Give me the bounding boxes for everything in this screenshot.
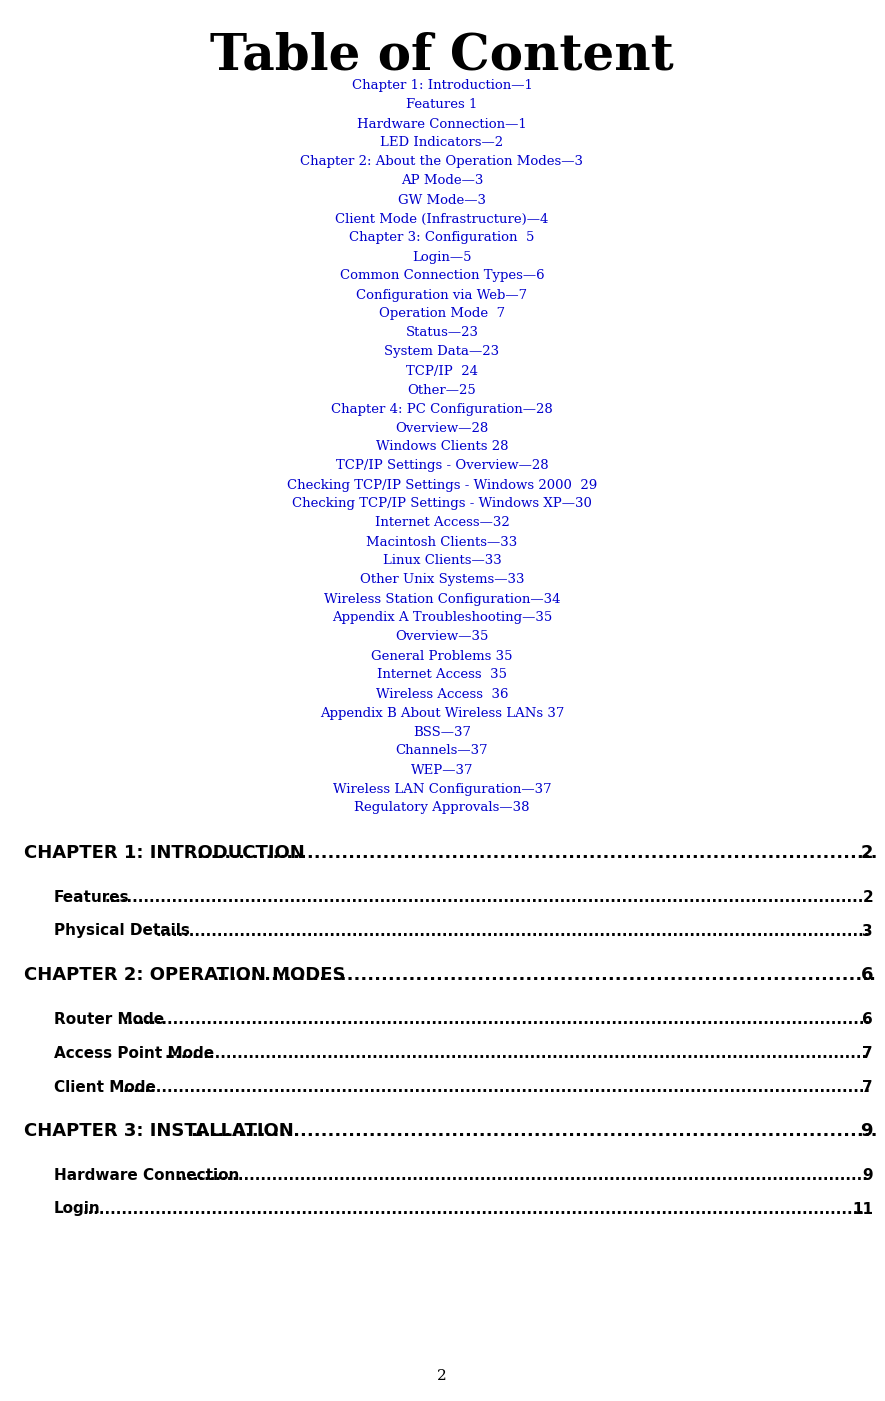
- Text: 7: 7: [862, 1080, 873, 1094]
- Text: TCP/IP Settings - Overview—28: TCP/IP Settings - Overview—28: [335, 460, 549, 472]
- Text: Operation Mode  7: Operation Mode 7: [379, 307, 505, 321]
- Text: Wireless LAN Configuration—37: Wireless LAN Configuration—37: [333, 783, 551, 796]
- Text: CHAPTER 3: INSTALLATION: CHAPTER 3: INSTALLATION: [24, 1122, 294, 1140]
- Text: ................................................................................: ........................................…: [122, 1012, 871, 1027]
- Text: Router Mode: Router Mode: [54, 1012, 164, 1027]
- Text: Appendix B About Wireless LANs 37: Appendix B About Wireless LANs 37: [319, 706, 565, 720]
- Text: WEP—37: WEP—37: [411, 764, 473, 776]
- Text: Checking TCP/IP Settings - Windows XP—30: Checking TCP/IP Settings - Windows XP—30: [292, 497, 592, 510]
- Text: Login: Login: [54, 1202, 101, 1216]
- Text: Overview—35: Overview—35: [396, 630, 489, 643]
- Text: Client Mode (Infrastructure)—4: Client Mode (Infrastructure)—4: [335, 213, 549, 226]
- Text: Features 1: Features 1: [406, 98, 478, 112]
- Text: Wireless Access  36: Wireless Access 36: [376, 688, 508, 700]
- Text: ................................................................................: ........................................…: [156, 923, 870, 939]
- Text: Regulatory Approvals—38: Regulatory Approvals—38: [354, 801, 530, 814]
- Text: ................................................................................: ........................................…: [190, 843, 878, 862]
- Text: Internet Access—32: Internet Access—32: [374, 517, 510, 530]
- Text: Other—25: Other—25: [408, 384, 476, 396]
- Text: Configuration via Web—7: Configuration via Web—7: [357, 289, 527, 301]
- Text: AP Mode—3: AP Mode—3: [401, 175, 483, 188]
- Text: Wireless Station Configuration—34: Wireless Station Configuration—34: [324, 593, 560, 605]
- Text: ................................................................................: ........................................…: [122, 1080, 871, 1094]
- Text: ................................................................................: ........................................…: [104, 890, 869, 905]
- Text: Status—23: Status—23: [405, 326, 479, 339]
- Text: 6: 6: [860, 967, 873, 984]
- Text: Physical Details: Physical Details: [54, 923, 190, 939]
- Text: Windows Clients 28: Windows Clients 28: [376, 440, 508, 454]
- Text: Access Point Mode: Access Point Mode: [54, 1045, 214, 1061]
- Text: Appendix A Troubleshooting—35: Appendix A Troubleshooting—35: [332, 611, 552, 625]
- Text: 3: 3: [862, 923, 873, 939]
- Text: 9: 9: [862, 1167, 873, 1182]
- Text: Hardware Connection: Hardware Connection: [54, 1167, 239, 1182]
- Text: Features: Features: [54, 890, 129, 905]
- Text: Table of Content: Table of Content: [210, 31, 673, 80]
- Text: 2: 2: [862, 890, 873, 905]
- Text: Hardware Connection—1: Hardware Connection—1: [358, 118, 527, 130]
- Text: CHAPTER 2: OPERATION MODES: CHAPTER 2: OPERATION MODES: [24, 967, 345, 984]
- Text: BSS—37: BSS—37: [413, 726, 471, 738]
- Text: ................................................................................: ........................................…: [177, 1167, 869, 1182]
- Text: Chapter 4: PC Configuration—28: Chapter 4: PC Configuration—28: [331, 402, 553, 416]
- Text: Internet Access  35: Internet Access 35: [377, 668, 507, 681]
- Text: Client Mode: Client Mode: [54, 1080, 156, 1094]
- Text: 11: 11: [852, 1202, 873, 1216]
- Text: Chapter 3: Configuration  5: Chapter 3: Configuration 5: [350, 231, 535, 245]
- Text: Chapter 2: About the Operation Modes—3: Chapter 2: About the Operation Modes—3: [301, 156, 583, 168]
- Text: Chapter 1: Introduction—1: Chapter 1: Introduction—1: [351, 80, 533, 92]
- Text: 6: 6: [862, 1012, 873, 1027]
- Text: Macintosh Clients—33: Macintosh Clients—33: [366, 535, 518, 549]
- Text: Login—5: Login—5: [412, 251, 472, 263]
- Text: ................................................................................: ........................................…: [82, 1202, 865, 1216]
- Text: Channels—37: Channels—37: [396, 744, 489, 758]
- Text: Common Connection Types—6: Common Connection Types—6: [340, 269, 544, 283]
- Text: General Problems 35: General Problems 35: [371, 650, 512, 663]
- Text: ................................................................................: ........................................…: [165, 1045, 868, 1061]
- Text: CHAPTER 1: INTRODUCTION: CHAPTER 1: INTRODUCTION: [24, 843, 304, 862]
- Text: TCP/IP  24: TCP/IP 24: [406, 364, 478, 377]
- Text: 7: 7: [862, 1045, 873, 1061]
- Text: Linux Clients—33: Linux Clients—33: [382, 555, 502, 567]
- Text: 9: 9: [860, 1122, 873, 1140]
- Text: Other Unix Systems—33: Other Unix Systems—33: [359, 573, 524, 587]
- Text: 2: 2: [437, 1369, 447, 1383]
- Text: GW Mode—3: GW Mode—3: [398, 193, 486, 206]
- Text: 2: 2: [860, 843, 873, 862]
- Text: System Data—23: System Data—23: [384, 346, 499, 359]
- Text: Overview—28: Overview—28: [396, 422, 489, 434]
- Text: LED Indicators—2: LED Indicators—2: [381, 136, 504, 150]
- Text: Checking TCP/IP Settings - Windows 2000  29: Checking TCP/IP Settings - Windows 2000 …: [287, 479, 597, 492]
- Text: ................................................................................: ........................................…: [190, 1122, 878, 1140]
- Text: ................................................................................: ........................................…: [216, 967, 876, 984]
